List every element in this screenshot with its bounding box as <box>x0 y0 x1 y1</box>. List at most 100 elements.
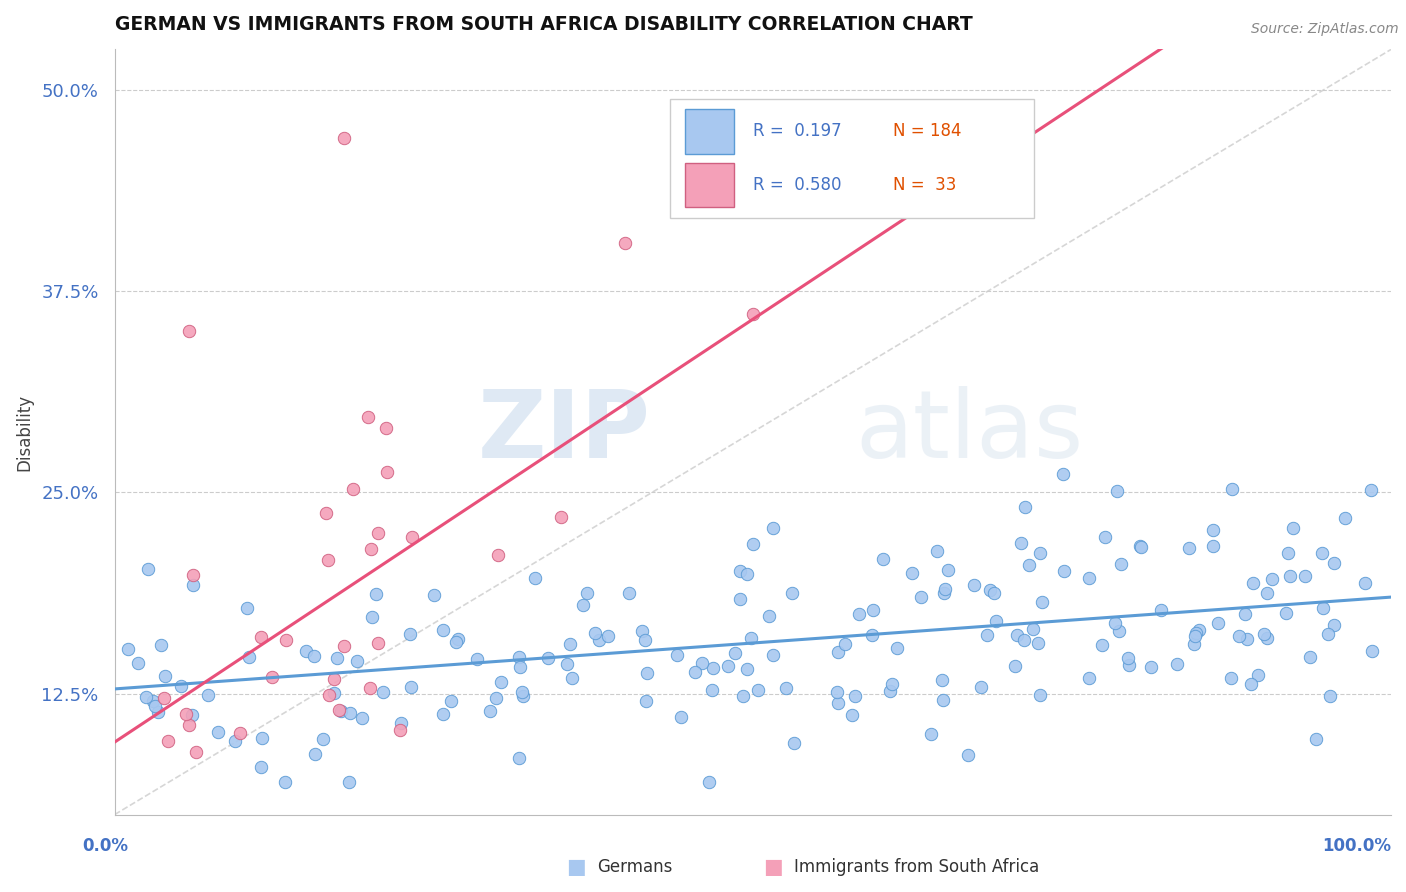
Point <box>780 586 803 600</box>
Point <box>758 608 780 623</box>
Point <box>931 673 953 687</box>
Point <box>1109 558 1132 572</box>
Point <box>956 748 979 763</box>
Text: R =  0.197: R = 0.197 <box>752 122 841 140</box>
Point <box>374 421 396 435</box>
Point <box>636 666 658 681</box>
Point <box>1361 644 1384 658</box>
Point <box>444 634 467 648</box>
Point <box>862 603 884 617</box>
Bar <box>685 109 734 153</box>
Point <box>1319 689 1341 703</box>
Point <box>339 706 361 720</box>
Point <box>1105 484 1128 499</box>
Text: N =  33: N = 33 <box>893 176 956 194</box>
Point <box>432 623 454 637</box>
Point <box>742 537 765 551</box>
Text: ZIP: ZIP <box>478 386 651 478</box>
Point <box>359 681 381 695</box>
Point <box>834 637 856 651</box>
Point <box>1256 585 1278 599</box>
Point <box>127 656 149 670</box>
Y-axis label: Disability: Disability <box>15 393 32 471</box>
Point <box>1166 657 1188 672</box>
Point <box>367 636 389 650</box>
Point <box>735 566 758 581</box>
Point <box>489 674 512 689</box>
Point <box>558 637 581 651</box>
Point <box>1354 575 1376 590</box>
Point <box>932 693 955 707</box>
Point <box>352 711 374 725</box>
Point <box>1184 629 1206 643</box>
Point <box>1310 546 1333 560</box>
Point <box>879 683 901 698</box>
Point <box>1005 628 1028 642</box>
Point <box>153 691 176 706</box>
Point <box>880 676 903 690</box>
Point <box>1236 632 1258 647</box>
FancyBboxPatch shape <box>669 99 1033 218</box>
Point <box>572 598 595 612</box>
Point <box>669 709 692 723</box>
Point <box>346 654 368 668</box>
Point <box>685 665 707 679</box>
Point <box>970 680 993 694</box>
Point <box>1091 638 1114 652</box>
Point <box>485 690 508 705</box>
Point <box>229 726 252 740</box>
Point <box>1247 668 1270 682</box>
Point <box>238 649 260 664</box>
Point <box>332 131 354 145</box>
Point <box>561 671 583 685</box>
Point <box>486 548 509 562</box>
Point <box>583 626 606 640</box>
Point <box>806 138 828 153</box>
Point <box>1333 511 1355 525</box>
Point <box>702 682 724 697</box>
Point <box>1305 731 1327 746</box>
Point <box>197 688 219 702</box>
Point <box>860 628 883 642</box>
Point <box>702 661 724 675</box>
Point <box>690 656 713 670</box>
Point <box>1053 564 1076 578</box>
Point <box>666 648 689 662</box>
Point <box>311 731 333 746</box>
Point <box>1253 627 1275 641</box>
Point <box>302 649 325 664</box>
Point <box>326 651 349 665</box>
Point <box>143 698 166 713</box>
Point <box>900 566 922 580</box>
Point <box>510 685 533 699</box>
Point <box>872 552 894 566</box>
Point <box>432 707 454 722</box>
Point <box>1241 576 1264 591</box>
Point <box>224 734 246 748</box>
Point <box>1299 650 1322 665</box>
Point <box>630 624 652 639</box>
Point <box>724 646 747 660</box>
Point <box>844 690 866 704</box>
Point <box>315 506 337 520</box>
Point <box>1182 637 1205 651</box>
Point <box>717 659 740 673</box>
Point <box>934 586 956 600</box>
Point <box>1323 617 1346 632</box>
Point <box>174 706 197 721</box>
Point <box>1029 688 1052 702</box>
Point <box>367 526 389 541</box>
Point <box>508 751 530 765</box>
Point <box>762 648 785 662</box>
Point <box>398 626 420 640</box>
Point <box>337 775 360 789</box>
Point <box>576 585 599 599</box>
Point <box>735 662 758 676</box>
Point <box>333 639 356 653</box>
Point <box>728 591 751 606</box>
Point <box>322 672 344 686</box>
Point <box>1018 558 1040 573</box>
Point <box>1316 627 1339 641</box>
Point <box>1014 500 1036 514</box>
Point <box>447 632 470 646</box>
